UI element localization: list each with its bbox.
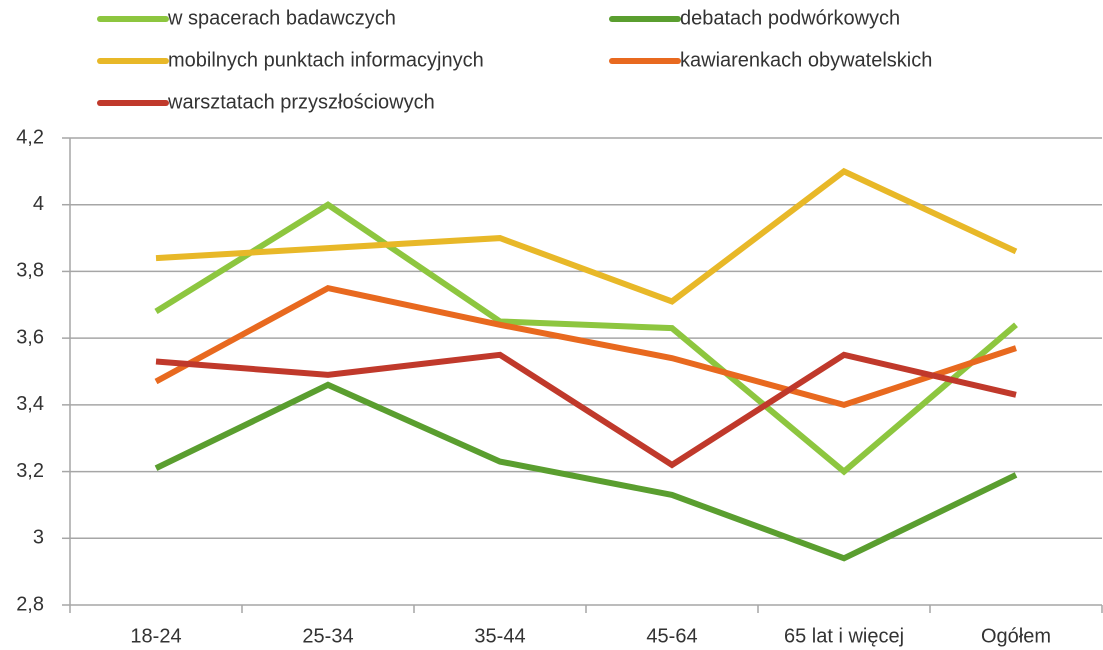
series-line	[154, 284, 1017, 408]
legend-label: kawiarenkach obywatelskich	[680, 49, 932, 71]
y-tick-label: 3,8	[16, 260, 44, 282]
y-tick-label: 3,4	[16, 393, 44, 415]
legend-label: w spacerach badawczych	[167, 7, 396, 29]
legend-label: mobilnych punktach informacyjnych	[168, 49, 484, 71]
legend-label: warsztatach przyszłościowych	[167, 91, 435, 113]
x-tick-label: 65 lat i więcej	[784, 625, 904, 647]
legend-label: debatach podwórkowych	[680, 7, 900, 29]
y-tick-label: 3,6	[16, 326, 44, 348]
y-tick-label: 2,8	[16, 593, 44, 615]
series-line	[155, 351, 1017, 469]
y-tick-label: 4,2	[16, 126, 44, 148]
x-tick-label: 45-64	[646, 625, 697, 647]
series-line	[154, 201, 1018, 476]
y-tick-label: 3	[33, 527, 44, 549]
series-line	[155, 167, 1018, 305]
x-tick-label: Ogółem	[981, 625, 1051, 647]
x-tick-label: 18-24	[130, 625, 181, 647]
y-tick-label: 3,2	[16, 460, 44, 482]
x-tick-label: 35-44	[474, 625, 525, 647]
y-tick-label: 4	[33, 193, 44, 215]
series-line	[154, 381, 1018, 562]
x-tick-label: 25-34	[302, 625, 353, 647]
